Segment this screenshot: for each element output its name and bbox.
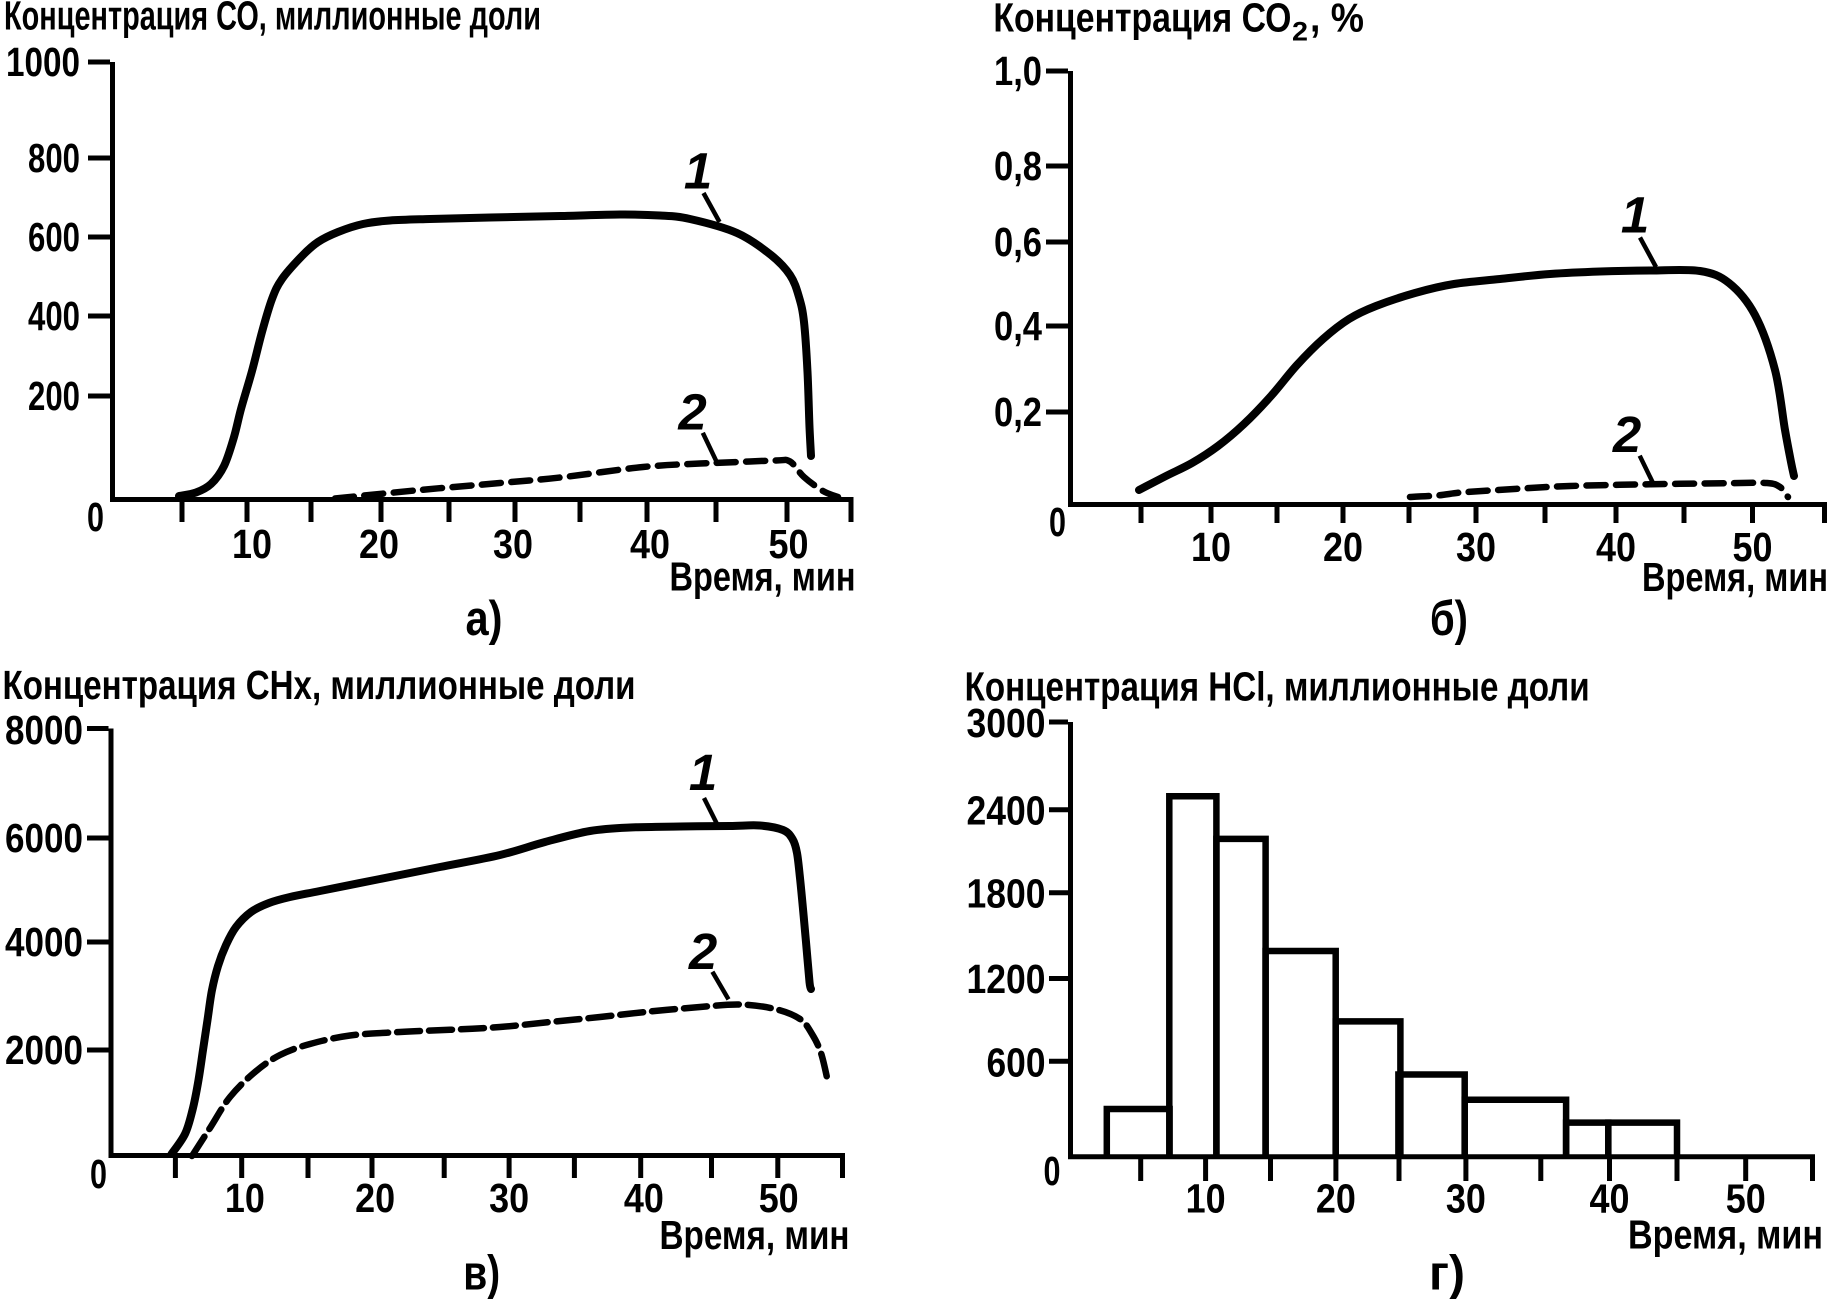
svg-text:2: 2 xyxy=(677,384,706,441)
svg-text:в): в) xyxy=(463,1247,500,1299)
svg-text:30: 30 xyxy=(493,521,533,567)
svg-text:40: 40 xyxy=(630,521,670,567)
svg-text:4000: 4000 xyxy=(5,919,83,965)
svg-text:40: 40 xyxy=(624,1175,664,1221)
svg-text:1800: 1800 xyxy=(967,871,1046,917)
svg-text:, %: , % xyxy=(1310,0,1364,41)
svg-text:Время, мин: Время, мин xyxy=(670,554,856,600)
svg-text:2: 2 xyxy=(688,923,717,980)
svg-text:0,8: 0,8 xyxy=(994,143,1042,189)
svg-text:50: 50 xyxy=(759,1175,799,1221)
svg-text:Концентрация НСl, миллионные д: Концентрация НСl, миллионные доли xyxy=(965,664,1590,710)
svg-text:20: 20 xyxy=(1316,1176,1356,1222)
svg-text:0: 0 xyxy=(87,494,104,540)
svg-text:10: 10 xyxy=(1191,524,1231,570)
svg-text:Время, мин: Время, мин xyxy=(660,1212,850,1258)
svg-text:800: 800 xyxy=(28,135,80,181)
svg-text:2: 2 xyxy=(1612,406,1641,463)
svg-text:10: 10 xyxy=(1186,1176,1226,1222)
svg-text:50: 50 xyxy=(1733,524,1773,570)
svg-text:30: 30 xyxy=(489,1175,529,1221)
svg-text:1200: 1200 xyxy=(967,956,1046,1002)
svg-text:Концентрация СНх, миллионные д: Концентрация СНх, миллионные доли xyxy=(3,662,636,708)
svg-text:6000: 6000 xyxy=(5,815,83,861)
svg-text:2400: 2400 xyxy=(967,788,1046,834)
svg-text:10: 10 xyxy=(232,521,272,567)
svg-text:8000: 8000 xyxy=(5,707,83,753)
svg-text:0: 0 xyxy=(1044,1148,1061,1194)
svg-text:30: 30 xyxy=(1456,524,1496,570)
svg-text:б): б) xyxy=(1430,592,1468,646)
svg-text:0: 0 xyxy=(1049,499,1066,545)
svg-text:10: 10 xyxy=(225,1175,265,1221)
svg-text:50: 50 xyxy=(1726,1176,1766,1222)
svg-text:1: 1 xyxy=(1621,187,1649,244)
svg-text:0,6: 0,6 xyxy=(994,219,1042,265)
svg-text:2000: 2000 xyxy=(5,1027,83,1073)
svg-text:50: 50 xyxy=(769,521,809,567)
svg-text:Время, мин: Время, мин xyxy=(1628,1212,1823,1258)
svg-text:40: 40 xyxy=(1596,524,1636,570)
svg-text:2: 2 xyxy=(1292,17,1308,47)
svg-text:г): г) xyxy=(1429,1247,1465,1299)
svg-text:0,2: 0,2 xyxy=(994,389,1042,435)
svg-text:Время, мин: Время, мин xyxy=(1642,554,1828,600)
svg-text:1: 1 xyxy=(684,143,712,200)
svg-text:600: 600 xyxy=(28,214,80,260)
svg-text:20: 20 xyxy=(355,1175,395,1221)
svg-text:40: 40 xyxy=(1590,1176,1630,1222)
svg-text:20: 20 xyxy=(1323,524,1363,570)
svg-text:Концентрация СО, миллионные до: Концентрация СО, миллионные доли xyxy=(4,0,541,39)
svg-text:а): а) xyxy=(466,592,503,646)
svg-text:Концентрация СО: Концентрация СО xyxy=(993,0,1291,41)
svg-text:1000: 1000 xyxy=(6,39,80,85)
svg-text:1: 1 xyxy=(689,744,717,801)
svg-text:600: 600 xyxy=(987,1040,1046,1086)
svg-text:1,0: 1,0 xyxy=(994,48,1042,94)
svg-text:3000: 3000 xyxy=(967,700,1046,746)
svg-text:400: 400 xyxy=(28,293,80,339)
svg-text:30: 30 xyxy=(1446,1176,1486,1222)
svg-text:20: 20 xyxy=(359,521,399,567)
svg-text:0: 0 xyxy=(90,1151,107,1197)
svg-text:200: 200 xyxy=(28,373,80,419)
svg-text:0,4: 0,4 xyxy=(994,303,1042,349)
